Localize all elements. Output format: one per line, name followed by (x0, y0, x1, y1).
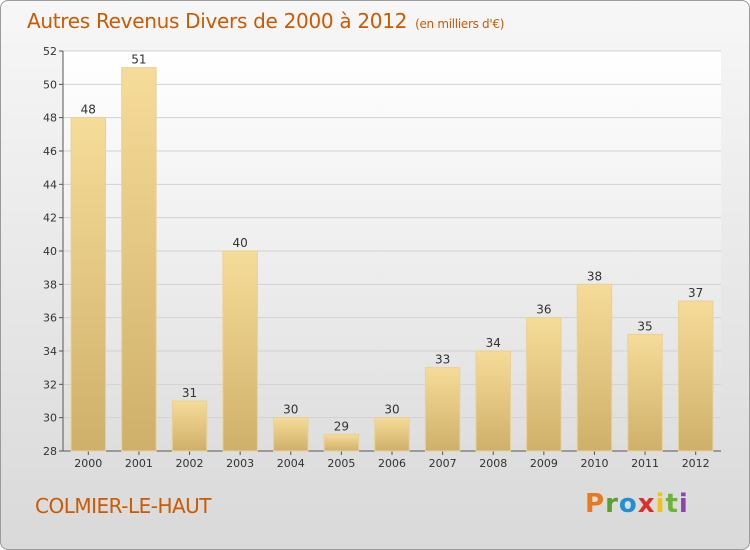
x-tick-label: 2011 (631, 457, 659, 470)
y-tick-label: 38 (43, 278, 57, 291)
bar-2004 (273, 417, 309, 452)
x-tick-label: 2008 (479, 457, 507, 470)
value-label-2010: 38 (587, 269, 602, 283)
proxiti-logo: Proxiti (585, 489, 689, 519)
bar-2003 (222, 250, 258, 452)
x-tick-label: 2000 (74, 457, 102, 470)
chart-title: Autres Revenus Divers de 2000 à 2012 (en … (27, 9, 504, 33)
y-tick-label: 52 (43, 45, 57, 58)
x-tick-label: 2007 (429, 457, 457, 470)
bar-2006 (374, 417, 410, 452)
x-tick-label: 2009 (530, 457, 558, 470)
logo-letter: t (665, 489, 679, 519)
y-tick-label: 34 (43, 345, 57, 358)
x-tick-label: 2004 (277, 457, 305, 470)
city-name: COLMIER-LE-HAUT (35, 494, 212, 518)
x-tick-label: 2010 (580, 457, 608, 470)
y-tick-label: 30 (43, 412, 57, 425)
y-tick-label: 44 (43, 178, 57, 191)
value-label-2002: 31 (182, 386, 197, 400)
logo-letter: i (655, 489, 666, 519)
value-label-2008: 34 (486, 336, 501, 350)
data-labels: 48 51 31 40 30 29 30 33 34 36 38 35 37 (81, 53, 704, 434)
value-label-2006: 30 (384, 403, 399, 417)
value-label-2001: 51 (131, 53, 146, 67)
bar-2011 (627, 333, 663, 452)
y-tick-label: 46 (43, 145, 57, 158)
logo-letter: i (678, 489, 689, 519)
x-tick-label: 2006 (378, 457, 406, 470)
bars (70, 67, 714, 452)
bar-2010 (576, 283, 613, 452)
logo-letter: r (605, 489, 619, 519)
y-tick-label: 40 (43, 245, 57, 258)
bar-2002 (171, 400, 208, 452)
value-label-2005: 29 (334, 419, 349, 433)
bar-2000 (70, 117, 107, 452)
y-tick-label: 28 (43, 445, 57, 458)
chart-title-text: Autres Revenus Divers de 2000 à 2012 (27, 9, 408, 33)
x-tick-label: 2005 (327, 457, 355, 470)
x-tick-label: 2012 (682, 457, 710, 470)
y-tick-label: 32 (43, 378, 57, 391)
value-label-2004: 30 (283, 403, 298, 417)
x-tick-label: 2002 (176, 457, 204, 470)
logo-letter: P (585, 489, 606, 519)
y-tick-label: 36 (43, 312, 57, 325)
value-label-2012: 37 (688, 286, 703, 300)
logo-letter: o (618, 489, 638, 519)
value-label-2000: 48 (81, 103, 96, 117)
value-label-2007: 33 (435, 353, 450, 367)
y-tick-label: 50 (43, 78, 57, 91)
chart-subtitle: (en milliers d'€) (415, 17, 505, 31)
x-tick-label: 2003 (226, 457, 254, 470)
bar-2005 (323, 433, 360, 452)
bar-2008 (475, 350, 511, 452)
logo-letter: x (637, 489, 656, 519)
bar-2012 (677, 300, 714, 452)
bar-2001 (121, 67, 157, 452)
bar-2007 (424, 367, 461, 452)
value-label-2011: 35 (637, 319, 652, 333)
axes: 28 30 32 34 36 38 40 42 44 46 48 50 52 2000 2001 2002 20… (43, 45, 721, 470)
y-tick-label: 42 (43, 212, 57, 225)
value-label-2003: 40 (233, 236, 248, 250)
value-label-2009: 36 (536, 303, 551, 317)
y-tick-label: 48 (43, 112, 57, 125)
x-tick-label: 2001 (125, 457, 153, 470)
bar-2009 (526, 317, 562, 452)
